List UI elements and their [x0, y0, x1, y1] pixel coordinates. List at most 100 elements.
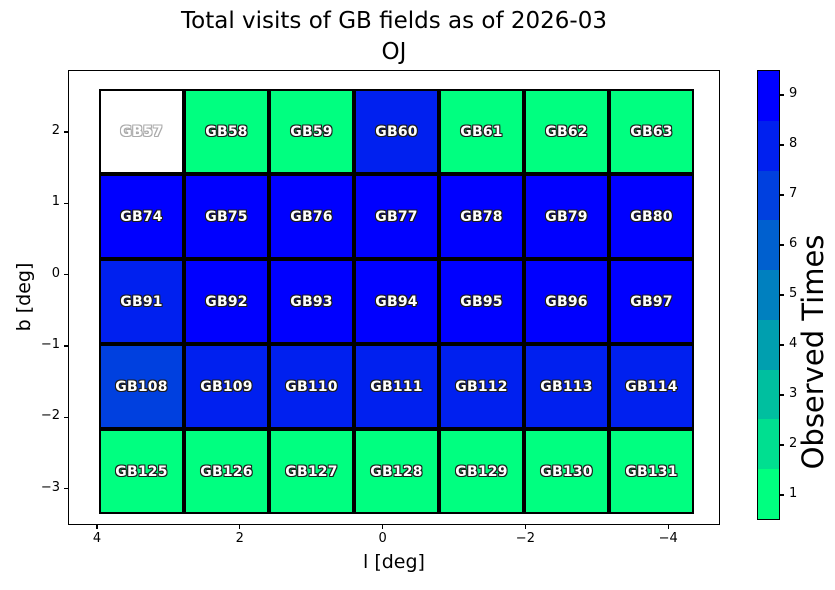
field-cell-GB60: GB60	[354, 89, 439, 174]
x-tick	[381, 525, 384, 529]
field-cell-label: GB111	[370, 378, 423, 395]
field-cell-label: GB125	[115, 463, 168, 480]
field-cell-label: GB114	[625, 378, 678, 395]
x-axis-label: l [deg]	[363, 551, 425, 573]
colorbar-segment	[758, 469, 779, 520]
field-cell-GB61: GB61	[439, 89, 524, 174]
field-cell-GB131: GB131	[609, 429, 694, 514]
field-cell-label: GB131	[625, 463, 678, 480]
field-cell-GB108: GB108	[99, 344, 184, 429]
y-tick	[64, 131, 68, 133]
x-tick-label: 4	[92, 531, 102, 546]
field-cell-label: GB94	[375, 293, 418, 310]
field-cell-label: GB75	[205, 208, 248, 225]
y-tick	[64, 273, 68, 276]
field-cell-label: GB92	[205, 293, 248, 310]
colorbar-segment	[758, 319, 779, 370]
colorbar-tick	[780, 294, 784, 296]
plot-area: GB57 GB58 GB59 GB60 GB61 GB62 GB63 GB74 GB75 GB76…	[68, 70, 720, 525]
colorbar-tick	[780, 394, 784, 396]
colorbar-tick	[780, 244, 784, 246]
field-cell-GB59: GB59	[269, 89, 354, 174]
field-cell-GB92: GB92	[184, 259, 269, 344]
colorbar-segment	[758, 270, 779, 320]
field-cell-GB114: GB114	[609, 344, 694, 429]
field-cell-label: GB130	[540, 463, 593, 480]
chart-title: Total visits of GB fields as of 2026-03 …	[68, 6, 720, 68]
colorbar-label: Observed Times	[796, 234, 830, 470]
field-cell-GB111: GB111	[354, 344, 439, 429]
y-tick	[64, 416, 68, 418]
field-cell-label: GB58	[205, 123, 248, 140]
field-cell-GB79: GB79	[524, 174, 609, 259]
field-cell-label: GB79	[545, 208, 588, 225]
field-cell-label: GB113	[540, 378, 593, 395]
field-cell-GB110: GB110	[269, 344, 354, 429]
field-cell-label: GB63	[630, 123, 673, 140]
field-cell-GB77: GB77	[354, 174, 439, 259]
field-cell-label: GB59	[290, 123, 333, 140]
colorbar-tick-label: 4	[789, 336, 798, 351]
field-cell-label: GB112	[455, 378, 508, 395]
field-cell-GB113: GB113	[524, 344, 609, 429]
x-tick	[524, 525, 527, 529]
colorbar-segment	[758, 120, 779, 171]
colorbar-tick	[780, 144, 784, 146]
colorbar-tick-label: 7	[789, 186, 798, 201]
field-cell-label: GB91	[120, 293, 163, 310]
field-cell-GB63: GB63	[609, 89, 694, 174]
field-cell-GB109: GB109	[184, 344, 269, 429]
y-tick	[64, 202, 68, 204]
field-cell-GB91: GB91	[99, 259, 184, 344]
field-cell-label: GB97	[630, 293, 673, 310]
field-cell-GB57: GB57	[99, 89, 184, 174]
colorbar-segment	[758, 369, 779, 420]
field-cell-GB58: GB58	[184, 89, 269, 174]
field-cell-label: GB126	[200, 463, 253, 480]
field-cell-GB76: GB76	[269, 174, 354, 259]
field-cell-label: GB57	[120, 123, 163, 140]
field-cell-GB129: GB129	[439, 429, 524, 514]
y-tick-label: −3	[40, 479, 60, 495]
field-cell-GB112: GB112	[439, 344, 524, 429]
field-cell-label: GB78	[460, 208, 503, 225]
field-cell-GB78: GB78	[439, 174, 524, 259]
colorbar-tick	[780, 194, 784, 196]
field-cell-label: GB96	[545, 293, 588, 310]
field-cell-label: GB109	[200, 378, 253, 395]
field-cell-GB75: GB75	[184, 174, 269, 259]
field-cell-GB130: GB130	[524, 429, 609, 514]
y-tick-label: −1	[40, 336, 60, 352]
field-cell-GB125: GB125	[99, 429, 184, 514]
colorbar-tick-label: 3	[789, 386, 798, 401]
colorbar-segment	[758, 71, 779, 121]
chart-subtitle: OJ	[381, 39, 407, 65]
colorbar-tick-label: 6	[789, 236, 798, 251]
colorbar-tick-label: 1	[789, 486, 798, 501]
colorbar-tick	[780, 344, 784, 346]
colorbar	[757, 70, 780, 520]
x-tick	[239, 525, 241, 529]
field-cell-GB128: GB128	[354, 429, 439, 514]
x-tick-label: 2	[235, 531, 244, 546]
colorbar-tick	[780, 494, 784, 496]
field-cell-label: GB129	[455, 463, 508, 480]
field-cell-GB97: GB97	[609, 259, 694, 344]
field-cell-label: GB127	[285, 463, 338, 480]
x-tick	[96, 525, 98, 529]
field-cell-label: GB95	[460, 293, 503, 310]
colorbar-tick-label: 2	[789, 436, 798, 451]
field-cell-GB80: GB80	[609, 174, 694, 259]
field-cell-label: GB80	[630, 208, 673, 225]
chart-title-line1: Total visits of GB fields as of 2026-03	[181, 8, 607, 34]
y-tick-label: 2	[51, 123, 60, 138]
field-cell-label: GB93	[290, 293, 333, 310]
colorbar-tick	[780, 94, 784, 96]
field-cell-GB127: GB127	[269, 429, 354, 514]
field-cell-label: GB76	[290, 208, 333, 225]
colorbar-tick-label: 5	[789, 286, 798, 301]
y-tick	[64, 487, 68, 490]
field-cell-GB93: GB93	[269, 259, 354, 344]
field-cell-label: GB74	[120, 208, 163, 225]
field-cell-label: GB110	[285, 378, 338, 395]
